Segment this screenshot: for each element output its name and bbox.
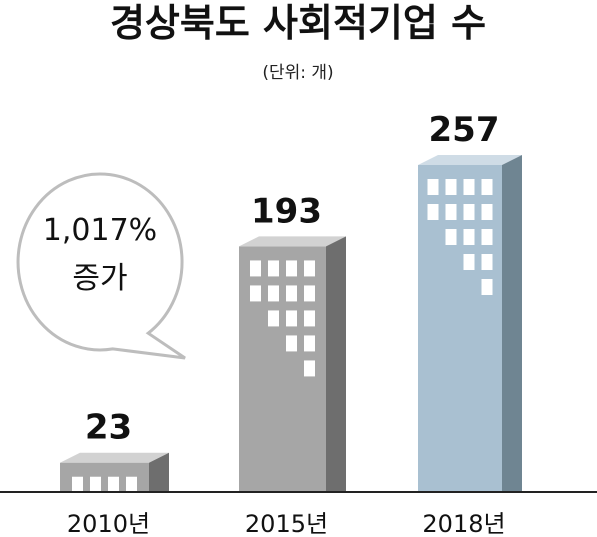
bar-side-face <box>326 236 346 492</box>
window <box>126 476 137 493</box>
window <box>90 476 101 493</box>
window <box>304 335 315 352</box>
window <box>463 204 475 220</box>
value-label: 257 <box>429 110 500 150</box>
window <box>481 229 493 245</box>
window <box>463 229 475 245</box>
chart-title: 경상북도 사회적기업 수 <box>110 1 486 45</box>
window <box>268 285 279 302</box>
window <box>481 204 493 220</box>
value-label: 193 <box>251 191 322 231</box>
bar-top-face <box>239 236 346 247</box>
category-label: 2010년 <box>67 510 150 537</box>
window <box>108 476 119 493</box>
window <box>304 360 315 377</box>
window <box>481 279 493 295</box>
speech-bubble-icon: 1,017% 증가 <box>16 172 186 360</box>
bar-2015: 193 2015년 <box>239 191 346 537</box>
window <box>304 260 315 277</box>
window <box>445 204 457 220</box>
bar-2010: 23 2010년 <box>60 408 169 537</box>
window <box>250 285 261 302</box>
window <box>72 476 83 493</box>
value-label: 23 <box>85 408 132 448</box>
window <box>304 310 315 327</box>
window <box>445 179 457 195</box>
window <box>268 310 279 327</box>
window <box>481 254 493 270</box>
window <box>481 179 493 195</box>
window <box>286 285 297 302</box>
callout-line-2: 증가 <box>72 261 127 296</box>
bars-layer: 23 2010년 193 2015년 257 2018년 <box>60 110 522 537</box>
window <box>463 179 475 195</box>
callout-line-1: 1,017% <box>43 213 157 248</box>
window <box>427 204 439 220</box>
window <box>286 310 297 327</box>
window <box>268 260 279 277</box>
bar-top-face <box>60 452 169 463</box>
bar-top-face <box>418 155 522 165</box>
window <box>304 285 315 302</box>
window <box>427 179 439 195</box>
window <box>445 229 457 245</box>
bar-side-face <box>149 452 169 492</box>
window <box>250 260 261 277</box>
bar-2018: 257 2018년 <box>418 110 522 537</box>
category-label: 2015년 <box>245 510 328 537</box>
bar-side-face <box>502 155 522 492</box>
window <box>286 335 297 352</box>
category-label: 2018년 <box>422 510 505 537</box>
window <box>286 260 297 277</box>
unit-label: (단위: 개) <box>262 63 333 83</box>
window <box>463 254 475 270</box>
